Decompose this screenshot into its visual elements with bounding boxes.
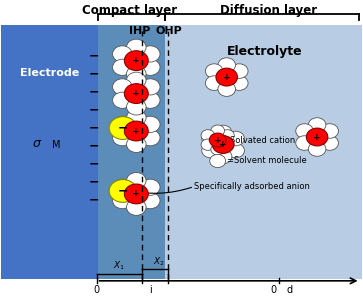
Circle shape — [202, 143, 219, 158]
Circle shape — [113, 116, 132, 132]
Text: +: + — [132, 89, 140, 98]
Text: Electrode: Electrode — [20, 68, 79, 78]
Circle shape — [216, 68, 237, 86]
Text: −: − — [89, 175, 99, 188]
Text: =Solvent molecule: =Solvent molecule — [228, 157, 307, 166]
Circle shape — [109, 180, 136, 202]
Text: d: d — [287, 285, 293, 295]
Text: −: − — [89, 50, 99, 63]
Circle shape — [308, 142, 326, 156]
Circle shape — [127, 172, 146, 189]
Circle shape — [127, 199, 146, 216]
Text: i: i — [150, 285, 152, 295]
Circle shape — [140, 92, 160, 108]
Circle shape — [214, 125, 232, 140]
Circle shape — [125, 121, 148, 141]
Circle shape — [227, 131, 244, 146]
Circle shape — [205, 76, 223, 90]
Text: −: − — [89, 85, 99, 98]
Text: Electrolyte: Electrolyte — [227, 45, 302, 58]
Circle shape — [231, 64, 248, 78]
Circle shape — [296, 124, 313, 138]
Circle shape — [127, 110, 146, 126]
Bar — [98, 25, 165, 279]
Text: −: − — [89, 68, 99, 81]
Circle shape — [127, 39, 146, 55]
Circle shape — [211, 125, 224, 136]
Text: +: + — [132, 126, 140, 135]
Circle shape — [109, 117, 136, 139]
Circle shape — [308, 118, 326, 132]
Circle shape — [227, 143, 244, 158]
Circle shape — [127, 136, 146, 153]
Circle shape — [218, 82, 236, 96]
Circle shape — [113, 130, 132, 146]
Text: Solvated cation: Solvated cation — [230, 135, 295, 144]
Bar — [165, 25, 362, 279]
Circle shape — [218, 58, 236, 72]
Text: −: − — [89, 122, 99, 135]
Text: +: + — [219, 140, 227, 149]
Circle shape — [202, 131, 219, 146]
Circle shape — [140, 79, 160, 95]
Circle shape — [125, 184, 148, 204]
Circle shape — [231, 76, 248, 90]
Circle shape — [140, 59, 160, 75]
Circle shape — [113, 92, 132, 108]
Circle shape — [212, 136, 234, 154]
Circle shape — [113, 79, 132, 95]
Circle shape — [127, 66, 146, 82]
Text: Diffusion layer: Diffusion layer — [220, 4, 317, 17]
Circle shape — [113, 193, 132, 209]
Text: −: − — [89, 139, 99, 153]
Circle shape — [214, 149, 232, 164]
Text: OHP: OHP — [155, 26, 182, 36]
Text: −: − — [118, 185, 128, 197]
Text: Compact layer: Compact layer — [82, 4, 177, 17]
Text: $X_1$: $X_1$ — [113, 260, 125, 272]
Bar — [1, 25, 98, 279]
Circle shape — [201, 139, 215, 150]
Circle shape — [125, 84, 148, 104]
Text: +: + — [223, 73, 231, 82]
Circle shape — [140, 116, 160, 132]
Circle shape — [211, 144, 224, 155]
Text: −: − — [89, 194, 99, 206]
Text: Specifically adsorbed anion: Specifically adsorbed anion — [194, 182, 310, 191]
Circle shape — [140, 46, 160, 62]
Circle shape — [127, 99, 146, 115]
Circle shape — [221, 139, 234, 150]
Circle shape — [113, 46, 132, 62]
Text: $X_2$: $X_2$ — [152, 256, 164, 268]
Text: −: − — [89, 104, 99, 116]
Circle shape — [205, 64, 223, 78]
Circle shape — [221, 130, 234, 141]
Text: +: + — [132, 189, 140, 198]
Circle shape — [127, 72, 146, 88]
Text: +: + — [313, 132, 321, 141]
Circle shape — [201, 130, 215, 141]
Circle shape — [306, 128, 328, 146]
Text: −: − — [118, 122, 128, 135]
Circle shape — [296, 136, 313, 150]
Circle shape — [113, 59, 132, 75]
Circle shape — [140, 193, 160, 209]
Text: −: − — [89, 157, 99, 170]
Text: +: + — [214, 135, 221, 144]
Text: +: + — [132, 56, 140, 65]
Circle shape — [209, 133, 226, 147]
Text: IHP: IHP — [129, 26, 151, 36]
Circle shape — [321, 136, 338, 150]
Text: M: M — [53, 139, 61, 150]
Text: 0: 0 — [93, 285, 99, 295]
Circle shape — [321, 124, 338, 138]
Text: 0: 0 — [271, 285, 277, 295]
Circle shape — [113, 179, 132, 195]
Text: σ: σ — [33, 137, 41, 150]
Circle shape — [125, 51, 148, 70]
Circle shape — [140, 179, 160, 195]
Circle shape — [140, 130, 160, 146]
Circle shape — [210, 154, 226, 168]
